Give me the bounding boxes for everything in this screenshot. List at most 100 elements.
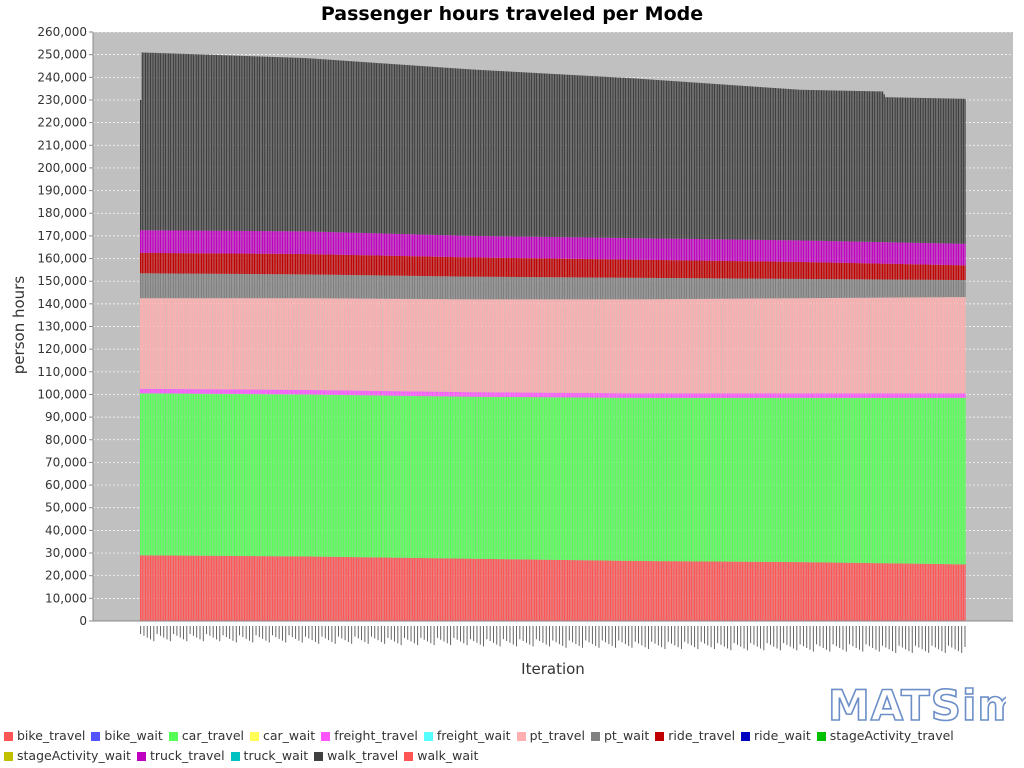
bar-freight_travel: [659, 393, 661, 398]
bar-walk_travel: [227, 55, 229, 231]
bar-car_travel: [436, 396, 439, 559]
bar-ride_travel: [660, 260, 663, 278]
bar-freight_travel: [896, 393, 899, 398]
bar-ride_travel: [756, 261, 758, 279]
bar-car_travel: [479, 396, 481, 559]
legend-swatch: [250, 732, 259, 741]
bar-truck_travel: [588, 237, 590, 260]
bar-bike_travel: [499, 559, 501, 621]
bar-car_travel: [721, 397, 724, 562]
bar-bike_travel: [822, 562, 824, 621]
bar-walk_travel: [242, 55, 244, 231]
bar-walk_travel: [237, 55, 239, 231]
bar-truck_travel: [499, 236, 501, 258]
bar-pt_wait: [753, 278, 755, 299]
bar-bike_travel: [891, 563, 894, 621]
bar-ride_travel: [372, 255, 374, 276]
bar-freight_travel: [707, 393, 709, 398]
bar-pt_travel: [293, 298, 295, 390]
bar-walk_travel: [248, 56, 251, 231]
bar-freight_travel: [822, 393, 824, 398]
bar-pt_wait: [555, 277, 557, 300]
bar-walk_travel: [349, 61, 351, 233]
bar-truck_travel: [916, 242, 918, 265]
bar-pt_wait: [873, 279, 875, 298]
bar-freight_travel: [257, 389, 259, 395]
bar-bike_travel: [870, 563, 872, 621]
bar-car_travel: [710, 397, 712, 562]
bar-ride_travel: [893, 263, 895, 280]
bar-car_travel: [768, 397, 770, 562]
bar-pt_travel: [385, 298, 387, 392]
bar-pt_travel: [416, 298, 419, 392]
bar-truck_travel: [792, 240, 795, 262]
bar-pt_travel: [695, 298, 697, 394]
bar-bike_travel: [433, 558, 435, 621]
bar-bike_travel: [331, 556, 333, 621]
bar-ride_travel: [900, 264, 902, 280]
bar-pt_travel: [222, 298, 224, 390]
bar-car_travel: [482, 396, 485, 559]
bar-freight_travel: [647, 393, 650, 398]
bar-car_travel: [407, 395, 409, 558]
bar-freight_travel: [418, 391, 420, 397]
bar-pt_travel: [374, 298, 376, 391]
bar-pt_travel: [278, 298, 280, 390]
bar-freight_travel: [461, 392, 463, 397]
bar-car_travel: [756, 397, 758, 562]
bar-bike_travel: [400, 557, 402, 621]
bar-pt_travel: [603, 299, 605, 394]
bar-truck_travel: [501, 236, 503, 258]
bar-bike_travel: [730, 561, 732, 621]
bar-bike_travel: [172, 555, 175, 621]
bar-freight_travel: [628, 393, 630, 398]
bar-pt_wait: [773, 278, 775, 299]
bar-ride_travel: [896, 263, 899, 280]
bar-pt_wait: [820, 279, 823, 299]
bar-walk_travel: [815, 90, 818, 241]
bar-ride_travel: [532, 258, 534, 278]
bar-truck_travel: [461, 235, 463, 258]
bar-freight_travel: [824, 393, 826, 398]
bar-bike_travel: [929, 563, 932, 621]
bar-car_travel: [852, 397, 854, 563]
bar-pt_wait: [573, 277, 575, 300]
bar-freight_travel: [601, 393, 603, 398]
bar-pt_travel: [850, 297, 852, 394]
bar-truck_travel: [489, 236, 491, 258]
bar-pt_travel: [392, 298, 394, 392]
bar-car_travel: [717, 397, 719, 562]
bar-walk_travel: [258, 56, 260, 232]
bar-bike_travel: [501, 559, 503, 621]
bar-ride_travel: [319, 254, 321, 275]
bar-bike_travel: [446, 558, 448, 621]
bar-walk_travel: [626, 77, 628, 239]
bar-pt_travel: [545, 299, 547, 393]
bar-bike_travel: [957, 564, 960, 621]
bar-ride_travel: [253, 253, 256, 275]
bar-pt_travel: [496, 299, 498, 393]
bar-freight_travel: [957, 393, 960, 398]
bar-pt_wait: [514, 276, 516, 300]
bar-car_travel: [705, 397, 707, 562]
bar-bike_travel: [324, 556, 326, 621]
bar-pt_wait: [659, 277, 661, 300]
bar-car_travel: [268, 394, 270, 557]
bar-freight_travel: [296, 389, 298, 395]
bar-pt_wait: [534, 277, 536, 300]
bar-walk_travel: [146, 52, 148, 231]
bar-freight_travel: [829, 393, 831, 398]
bar-freight_travel: [847, 393, 849, 398]
bar-pt_wait: [819, 279, 821, 299]
bar-ride_travel: [255, 253, 257, 275]
bar-pt_travel: [675, 299, 678, 394]
bar-freight_travel: [355, 390, 358, 396]
bar-pt_wait: [822, 279, 824, 299]
bar-car_travel: [286, 394, 289, 557]
bar-walk_travel: [768, 87, 770, 240]
bar-pt_wait: [581, 277, 584, 300]
bar-car_travel: [880, 397, 882, 564]
bar-pt_travel: [538, 299, 541, 393]
bar-pt_wait: [657, 277, 659, 300]
bar-walk_travel: [886, 97, 889, 243]
